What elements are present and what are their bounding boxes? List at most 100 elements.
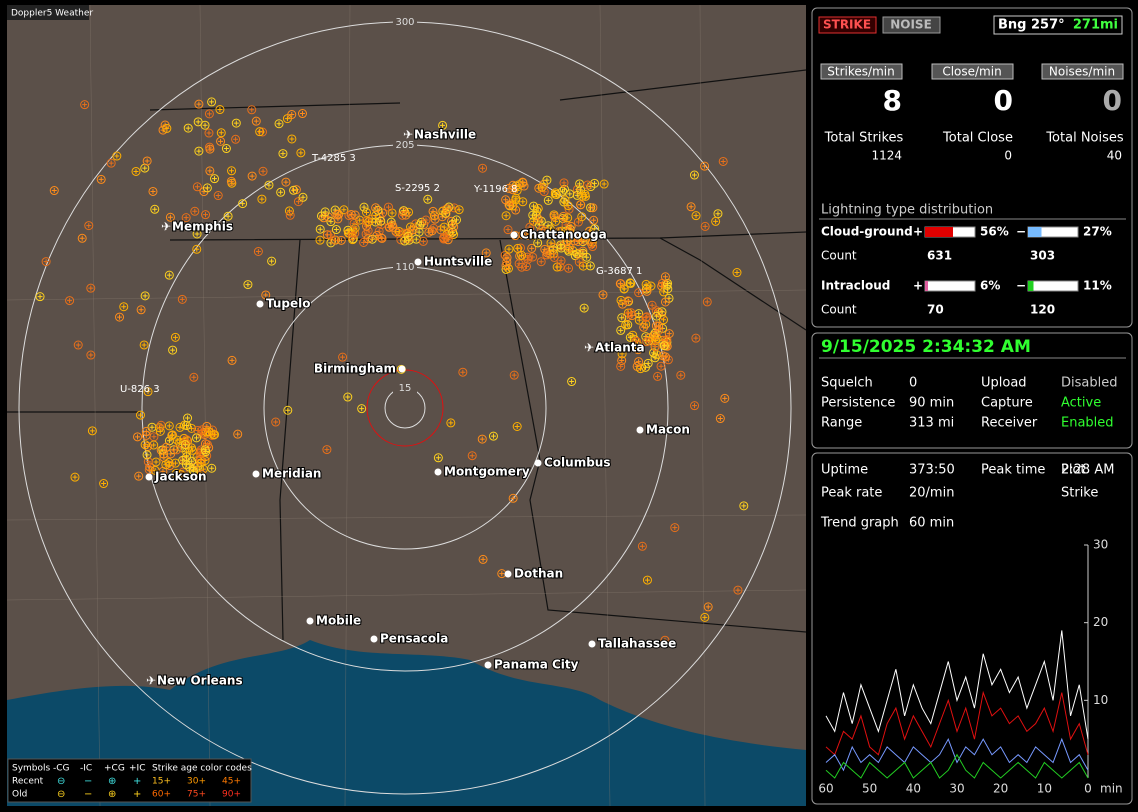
legend-type: +CG [104,764,125,774]
strike-plus [510,495,516,501]
strike-plus [218,138,224,144]
strike-plus [229,357,235,363]
strike-plus [196,101,202,107]
strike-ring [283,405,293,415]
strike [216,136,226,146]
strike [637,541,647,551]
legend-symbols: Symbols [12,764,51,774]
strike [216,128,226,138]
strike-plus [655,373,661,379]
city-label: Mobile [316,614,361,628]
strike-ring [559,178,569,188]
strike-plus [67,298,73,304]
strike-ring [175,422,185,432]
strike-ring [718,156,728,166]
strike-ring [637,541,647,551]
strike-plus [180,469,186,475]
strike-plus [317,226,323,232]
strike [276,187,286,197]
strike-plus [346,213,352,219]
rate-button[interactable] [1041,63,1124,80]
airport-icon: ✈ [161,220,171,234]
strike [227,355,237,365]
strike-plus [322,209,328,215]
strike [205,144,215,154]
bar [1028,281,1034,291]
strike-ring [691,333,701,343]
setting: Receiver [981,416,1038,431]
percent: 27% [1083,225,1112,239]
strike [161,442,171,452]
strike-plus [538,259,544,265]
ring-label: 300 [395,17,414,28]
strike-plus [619,315,625,321]
strike [187,456,197,466]
strike-ring [518,197,528,207]
panel-box [811,452,1133,805]
setting: Active [1061,396,1101,411]
strike [210,430,220,440]
strike-ring [197,469,207,479]
strike-plus [108,160,114,166]
strike-plus [189,458,195,464]
strike-plus [202,447,208,453]
strike-plus [211,176,217,182]
strike-ring [562,230,572,240]
strike-plus [503,263,509,269]
strike-ring [700,221,710,231]
strike-ring [343,392,353,402]
strike-plus [460,369,466,375]
datetime: 9/15/2025 2:34:32 AM [821,337,1031,357]
strike-ring [140,291,150,301]
airport-icon: ✈ [584,341,594,355]
strike-ring [551,216,561,226]
strike-plus [215,193,221,199]
strike [194,99,204,109]
strike [287,134,297,144]
strike-ring [509,370,519,380]
strike-ring [458,367,468,377]
strike [119,302,129,312]
strike-ring [659,341,669,351]
rate-button[interactable] [931,63,1014,80]
strike [202,183,212,193]
strike [509,370,519,380]
strike-ring [172,445,182,455]
ring-label-bg [393,139,417,151]
strike-ring [732,268,742,278]
strike-ring [504,200,514,210]
strike [711,216,721,226]
strike-plus [490,433,496,439]
strike-ring [733,585,743,595]
strike-plus [291,187,297,193]
strike-ring [689,170,699,180]
trend-line [825,630,1089,740]
strike-plus [652,344,658,350]
strike [588,203,598,213]
rate-button[interactable] [820,63,903,80]
strike-ring [588,242,598,252]
mode-strike[interactable] [818,16,877,34]
strike-plus [625,298,631,304]
strike-ring [287,134,297,144]
strike-ring [528,210,538,220]
strike [400,236,410,246]
strike [642,575,652,585]
setting: 313 mi [909,416,954,431]
strike-ring [161,442,171,452]
strike-plus [649,302,655,308]
strike-plus [636,317,642,323]
strike [331,225,341,235]
strike-ring [657,307,667,317]
strike-plus [335,216,341,222]
strike [192,433,202,443]
setting: Enabled [1061,416,1114,431]
strike-ring [661,352,671,362]
strike-ring [142,450,152,460]
strike-ring [643,358,653,368]
strike [518,197,528,207]
mode-noise[interactable] [882,16,941,34]
strike-plus [542,228,548,234]
strike-ring [642,575,652,585]
strike-plus [98,176,104,182]
